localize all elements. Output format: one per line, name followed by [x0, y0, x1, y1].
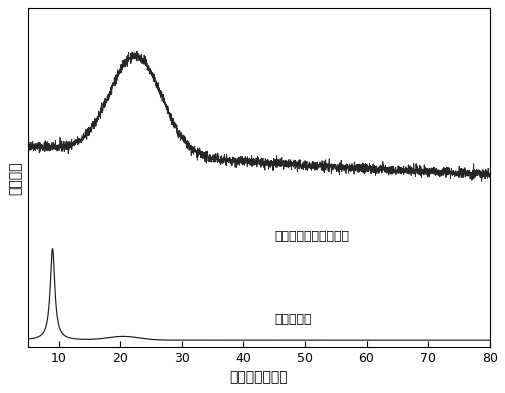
X-axis label: 衍射角度（度）: 衍射角度（度）: [229, 371, 287, 385]
Y-axis label: 衍射强度: 衍射强度: [8, 161, 22, 195]
Text: 硫掺杂还原氧化石墨烯: 硫掺杂还原氧化石墨烯: [274, 230, 348, 243]
Text: 氧化石墨烯: 氧化石墨烯: [274, 313, 311, 326]
